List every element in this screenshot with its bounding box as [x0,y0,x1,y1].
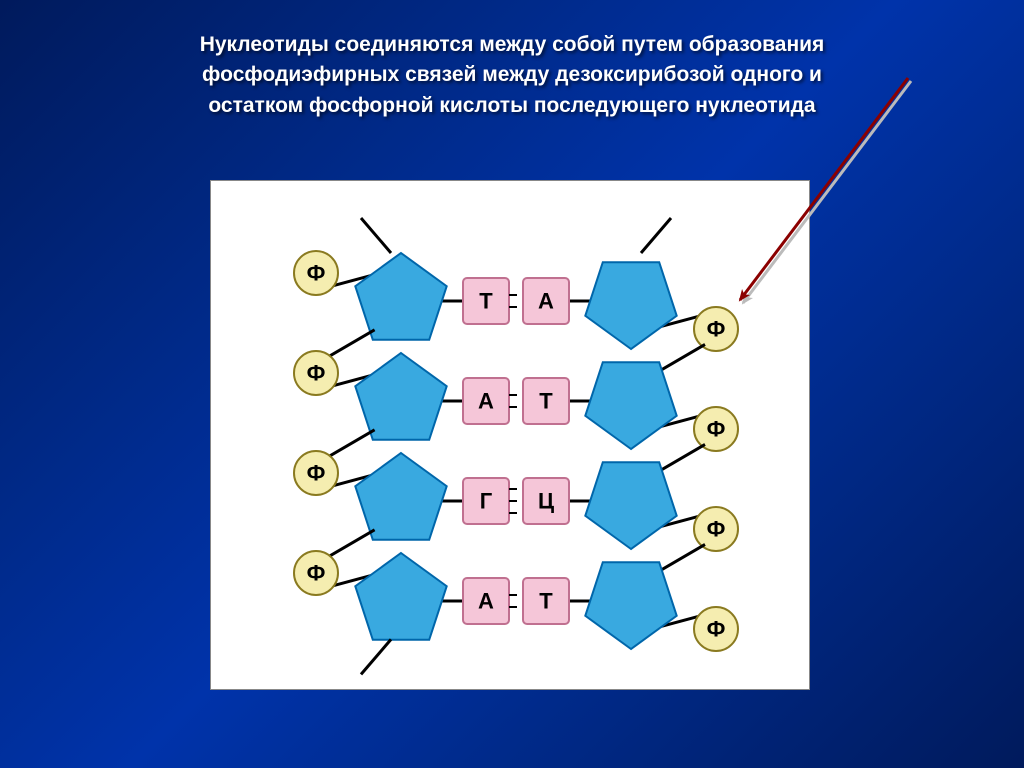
slide: Нуклеотиды соединяются между собой путем… [0,0,1024,768]
bond-line [327,530,375,558]
bond-line [657,344,705,372]
phosphate-label: Ф [307,361,326,386]
bond-line [657,544,705,572]
base-label: Т [479,289,493,314]
sugar-pentagon [355,553,446,640]
bond-line [641,218,671,253]
sugar-pentagon [355,453,446,540]
base-label: Ц [538,489,554,514]
sugar-pentagon [585,462,676,549]
title-line-3: остатком фосфорной кислоты последующего … [70,91,954,121]
bond-line [361,639,391,674]
sugar-pentagon [585,262,676,349]
phosphate-label: Ф [307,261,326,286]
phosphate-label: Ф [707,417,726,442]
title-line-1: Нуклеотиды соединяются между собой путем… [70,30,954,60]
dna-diagram: Ф Т Ф А Ф А Ф Т Ф Г Ф Ц Ф А Ф Т [211,181,811,691]
sugar-pentagon [585,362,676,449]
phosphate-label: Ф [307,561,326,586]
phosphate-label: Ф [307,461,326,486]
diagram-panel: Ф Т Ф А Ф А Ф Т Ф Г Ф Ц Ф А Ф Т [210,180,810,690]
bond-line [657,444,705,472]
slide-title: Нуклеотиды соединяются между собой путем… [70,30,954,121]
bond-line [327,430,375,458]
phosphate-label: Ф [707,317,726,342]
base-label: А [478,389,494,414]
sugar-pentagon [355,253,446,340]
base-label: Г [480,489,493,514]
base-label: Т [539,389,553,414]
base-label: А [538,289,554,314]
phosphate-label: Ф [707,517,726,542]
bond-line [361,218,391,253]
sugar-pentagon [585,562,676,649]
base-label: Т [539,589,553,614]
sugar-pentagon [355,353,446,440]
phosphate-label: Ф [707,617,726,642]
bond-line [327,330,375,358]
base-label: А [478,589,494,614]
title-line-2: фосфодиэфирных связей между дезоксирибоз… [70,60,954,90]
